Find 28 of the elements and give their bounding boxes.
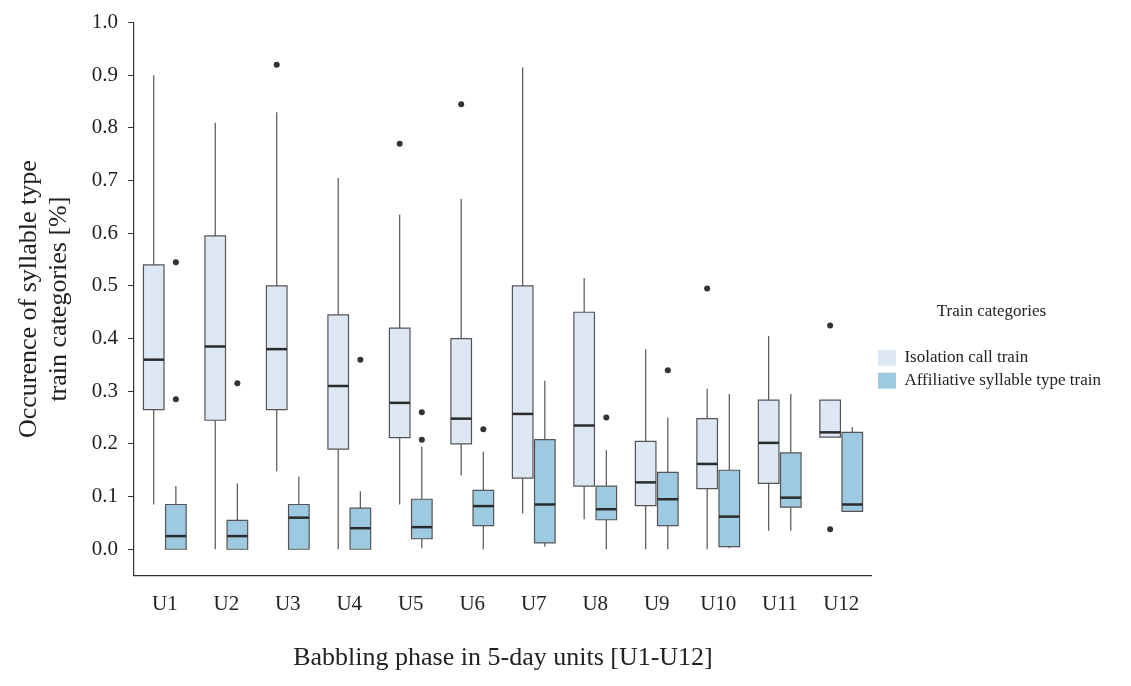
y-tick-label: 0.3 (91, 377, 119, 402)
x-axis-title: Babbling phase in 5-day units [U1-U12] (293, 642, 713, 672)
y-tick-label: 0.6 (91, 219, 119, 244)
legend-label: Isolation call train (904, 347, 1029, 367)
x-tick-label: U1 (151, 590, 178, 615)
x-tick-label: U3 (274, 590, 301, 615)
y-tick-label: 0.4 (91, 325, 119, 350)
y-tick-label: 0.5 (91, 272, 119, 297)
x-tick-label: U9 (643, 590, 670, 615)
y-tick-label: 0.7 (91, 167, 119, 192)
x-tick-label: U5 (397, 590, 424, 615)
y-tick-label: 0.0 (91, 535, 119, 560)
x-tick-label: U12 (823, 590, 860, 615)
y-tick-label: 0.8 (91, 114, 119, 139)
x-tick-label: U7 (520, 590, 547, 615)
x-tick-label: U2 (213, 590, 240, 615)
y-tick-label: 1.0 (91, 9, 119, 34)
x-tick-label: U8 (582, 590, 609, 615)
y-tick-label: 0.2 (91, 430, 119, 455)
x-tick-label: U10 (700, 590, 737, 615)
y-axis-title: Occurence of syllable type train categories [%] (12, 160, 72, 439)
legend-label: Affiliative syllable type train (904, 370, 1102, 390)
x-tick-label: U11 (762, 590, 798, 615)
y-tick-label: 0.1 (91, 483, 119, 508)
legend-title: Train categories (936, 300, 1047, 320)
x-tick-label: U6 (459, 590, 486, 615)
y-tick-label: 0.9 (91, 61, 119, 86)
x-tick-label: U4 (336, 590, 363, 615)
